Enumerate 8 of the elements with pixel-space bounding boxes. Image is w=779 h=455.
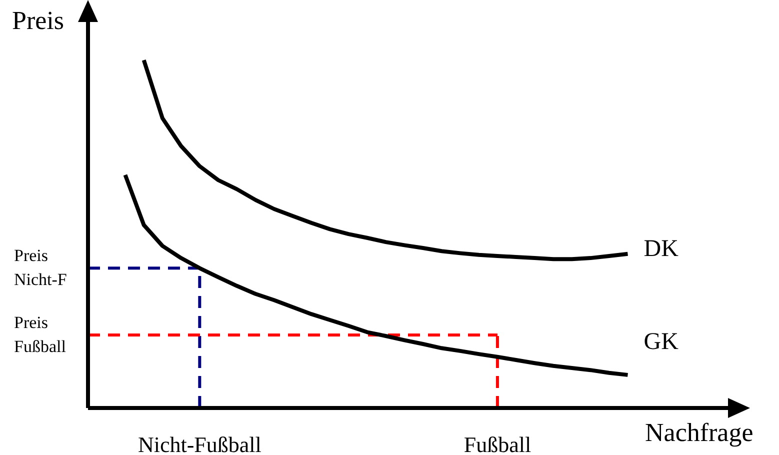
x-axis-title: Nachfrage bbox=[645, 418, 754, 448]
series-label: DK bbox=[644, 236, 680, 262]
series-label: GK bbox=[644, 328, 680, 355]
y-axis-title: Preis bbox=[12, 6, 64, 36]
x-tick-label: Nicht-Fußball bbox=[138, 432, 262, 455]
ref-line-label: Preis Fußball bbox=[14, 312, 66, 356]
x-tick-label: Fußball bbox=[464, 432, 532, 455]
ref-line-label: Preis Nicht-F bbox=[14, 246, 67, 290]
